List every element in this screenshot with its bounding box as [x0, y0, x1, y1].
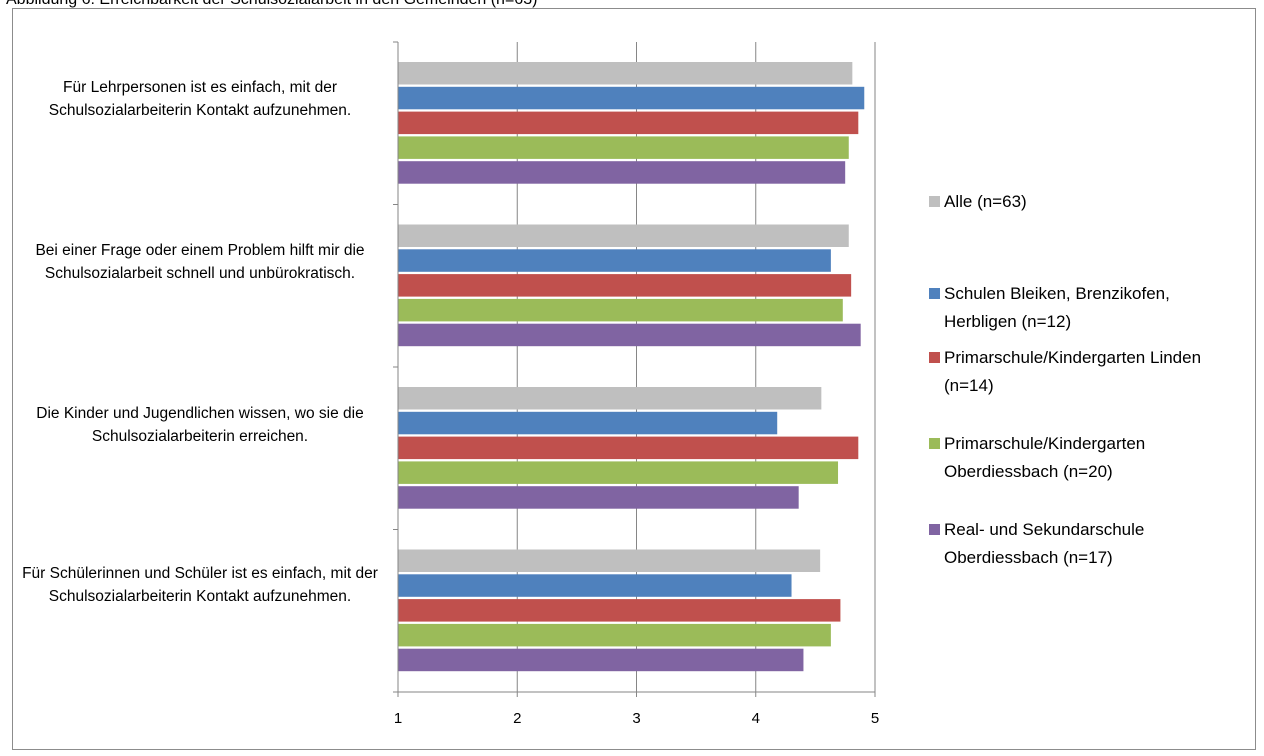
legend-item: Alle (n=63) — [929, 188, 1234, 216]
legend-item: Schulen Bleiken, Brenzikofen, Herbligen … — [929, 280, 1234, 336]
legend-item: Primarschule/Kindergarten Oberdiessbach … — [929, 430, 1234, 486]
bar — [398, 161, 846, 184]
legend-swatch — [929, 196, 940, 207]
legend-swatch — [929, 288, 940, 299]
legend-swatch — [929, 438, 940, 449]
bar — [398, 86, 865, 110]
bar — [398, 224, 849, 247]
bar — [398, 574, 792, 597]
bar — [398, 136, 849, 159]
x-tick-label: 5 — [871, 710, 879, 727]
figure-caption: Abbildung 6: Erreichbarkeit der Schulsoz… — [6, 0, 537, 9]
bar — [398, 111, 859, 135]
legend-swatch — [929, 524, 940, 535]
legend-item: Real- und Sekundarschule Oberdiessbach (… — [929, 516, 1234, 572]
legend-swatch — [929, 352, 940, 363]
category-label: Für Lehrpersonen ist es einfach, mit der… — [48, 79, 352, 119]
x-tick-label: 1 — [394, 710, 402, 727]
bar — [398, 648, 804, 672]
legend-label: Schulen Bleiken, Brenzikofen, Herbligen … — [944, 284, 1170, 331]
legend-label: Real- und Sekundarschule Oberdiessbach (… — [944, 520, 1145, 567]
bar — [398, 411, 778, 435]
bar — [398, 298, 843, 322]
bar — [398, 62, 853, 85]
category-label: Bei einer Frage oder einem Problem hilft… — [35, 242, 365, 282]
bar — [398, 436, 859, 460]
x-tick-label: 2 — [513, 710, 521, 727]
legend-label: Alle (n=63) — [944, 192, 1027, 211]
bar — [398, 599, 841, 622]
category-label: Für Schülerinnen und Schüler ist es einf… — [22, 565, 378, 605]
legend-label: Primarschule/Kindergarten Oberdiessbach … — [944, 434, 1146, 481]
legend-item: Primarschule/Kindergarten Linden (n=14) — [929, 344, 1234, 400]
x-tick-label: 3 — [632, 710, 640, 727]
bar — [398, 549, 821, 572]
bar — [398, 461, 839, 484]
category-label: Die Kinder und Jugendlichen wissen, wo s… — [36, 405, 364, 445]
bar — [398, 387, 822, 410]
bar — [398, 623, 831, 647]
legend-label: Primarschule/Kindergarten Linden (n=14) — [944, 348, 1202, 395]
bar — [398, 486, 799, 509]
bar — [398, 274, 852, 297]
x-tick-label: 4 — [752, 710, 760, 727]
bar — [398, 323, 861, 347]
bar — [398, 249, 831, 272]
